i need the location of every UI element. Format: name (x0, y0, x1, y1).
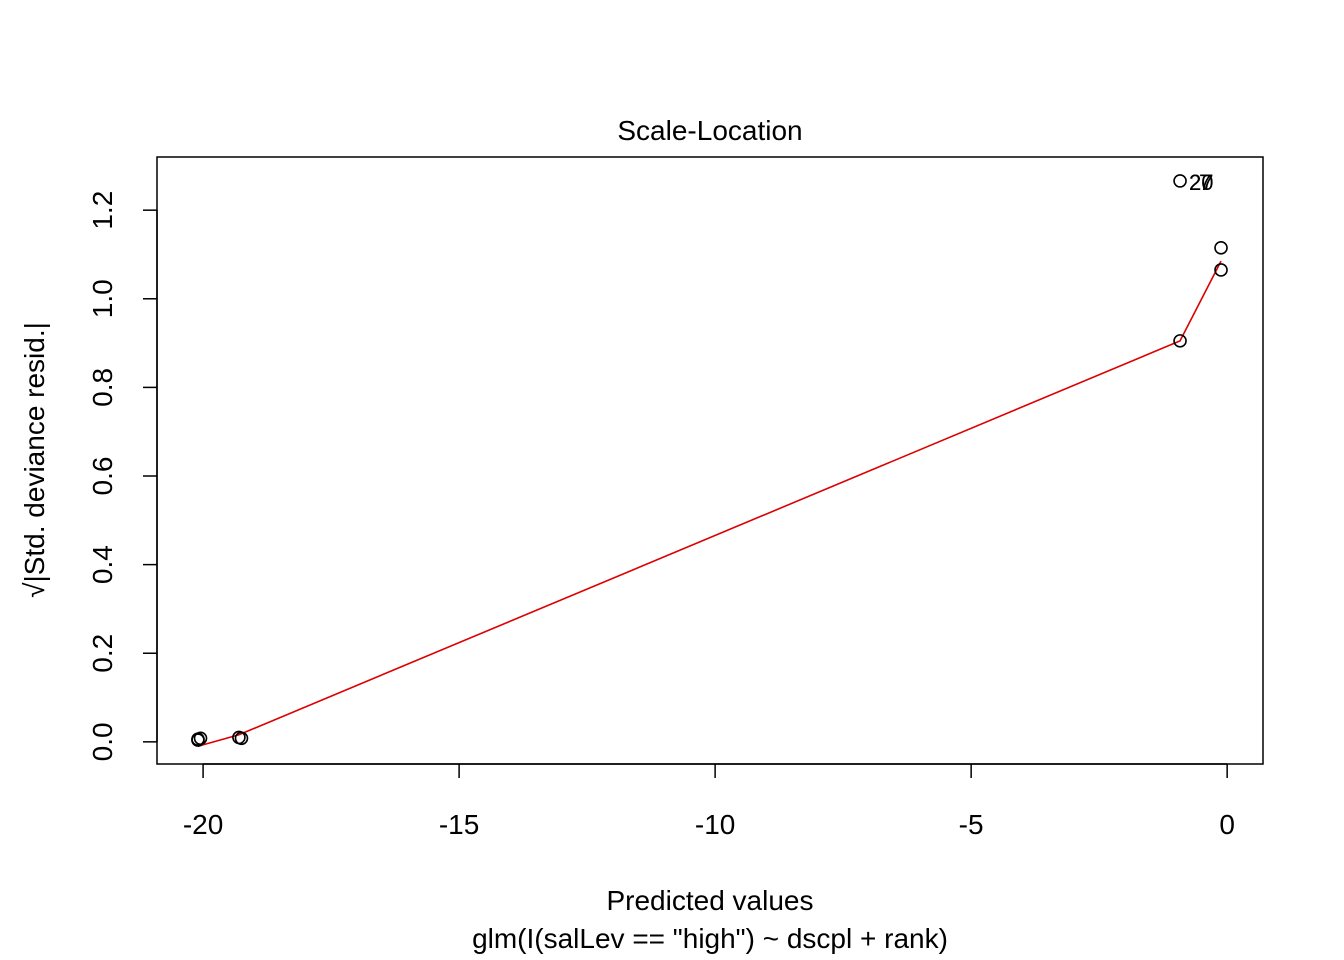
chart-title: Scale-Location (617, 115, 802, 146)
point-label: 27 (1189, 170, 1213, 195)
x-tick-label: -20 (183, 809, 223, 840)
x-axis-label: Predicted values (606, 885, 813, 916)
point-label: 20 (1189, 170, 1213, 195)
chart-subtitle: glm(I(salLev == "high") ~ dscpl + rank) (472, 923, 948, 954)
smooth-line (197, 260, 1222, 748)
data-point (1173, 334, 1187, 348)
points-layer (191, 174, 1228, 747)
data-point (191, 733, 205, 747)
smooth-line-layer (197, 260, 1222, 748)
y-axis: 0.0 0.2 0.4 0.6 0.8 1.0 1.2 (87, 191, 158, 761)
data-point (1173, 174, 1187, 188)
data-point (1214, 263, 1228, 277)
x-tick-label: -15 (439, 809, 479, 840)
y-tick-label: 0.2 (87, 634, 118, 673)
data-point (234, 731, 249, 746)
y-tick-label: 1.2 (87, 191, 118, 230)
y-tick-label: 0.0 (87, 722, 118, 761)
point-label: 7 (1199, 170, 1211, 195)
x-axis: -20 -15 -10 -5 0 (183, 763, 1235, 840)
data-point (193, 731, 208, 746)
plot-frame (156, 156, 1264, 765)
x-tick-label: -5 (959, 809, 984, 840)
y-tick-label: 1.0 (87, 279, 118, 318)
y-axis-label: √|Std. deviance resid.| (19, 322, 50, 598)
data-point (1214, 241, 1228, 255)
y-tick-label: 0.8 (87, 368, 118, 407)
x-tick-label: -10 (695, 809, 735, 840)
y-tick-label: 0.4 (87, 545, 118, 584)
x-tick-label: 0 (1219, 809, 1235, 840)
y-tick-label: 0.6 (87, 457, 118, 496)
